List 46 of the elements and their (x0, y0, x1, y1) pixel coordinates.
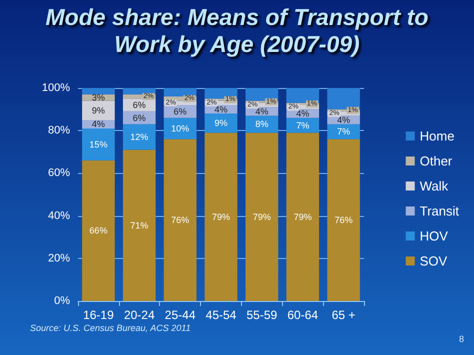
source-note: Source: U.S. Census Bureau, ACS 2011 (30, 323, 191, 333)
data-label: 7% (337, 126, 350, 137)
data-label: 7% (296, 120, 310, 130)
x-tick-label: 55-59 (246, 308, 278, 322)
data-label: 79% (252, 212, 271, 222)
data-label: 12% (130, 132, 148, 142)
chart-title: Mode share: Means of Transport to Work by Age (2007-09) (44, 4, 430, 58)
data-label: 9% (92, 105, 105, 116)
y-tick-label: 80% (48, 124, 70, 137)
y-tick-label: 100% (42, 82, 70, 94)
data-label: 4% (92, 119, 105, 130)
data-label: 66% (89, 226, 108, 236)
data-label: 4% (214, 104, 228, 114)
legend-label: Other (420, 154, 453, 168)
x-tick-label: 45-54 (206, 308, 237, 322)
data-label: 71% (130, 220, 148, 230)
x-tick-label: 20-24 (124, 308, 155, 322)
legend-label: Transit (420, 204, 460, 218)
text: 8 (458, 334, 464, 344)
data-label: 79% (212, 212, 230, 222)
data-label: 15% (89, 139, 108, 150)
data-label: 6% (132, 112, 146, 123)
legend-label: SOV (420, 254, 448, 268)
legend-label: HOV (420, 228, 448, 244)
x-tick-label: 60-64 (287, 308, 318, 322)
data-label: 4% (337, 114, 350, 125)
x-tick-label: 65 + (332, 308, 356, 322)
legend-label: Home (420, 128, 454, 144)
legend-label: Walk (420, 178, 449, 194)
y-tick-label: 40% (48, 210, 70, 222)
data-label: 9% (214, 118, 228, 128)
data-label: 4% (296, 108, 310, 119)
data-label: 10% (171, 123, 190, 134)
data-label: 76% (171, 215, 190, 226)
y-tick-label: 60% (48, 167, 70, 180)
x-tick-label: 25-44 (164, 308, 196, 322)
x-tick-label: 16-19 (83, 308, 114, 322)
y-tick-label: 0% (54, 295, 70, 307)
data-label: 8% (255, 119, 268, 130)
y-tick-label: 20% (48, 252, 70, 264)
data-label: 79% (294, 212, 312, 222)
data-label: 3% (92, 92, 105, 103)
data-label: 6% (132, 100, 146, 110)
data-label: 6% (174, 106, 187, 116)
data-label: 4% (255, 106, 268, 116)
data-label: 76% (334, 215, 353, 226)
